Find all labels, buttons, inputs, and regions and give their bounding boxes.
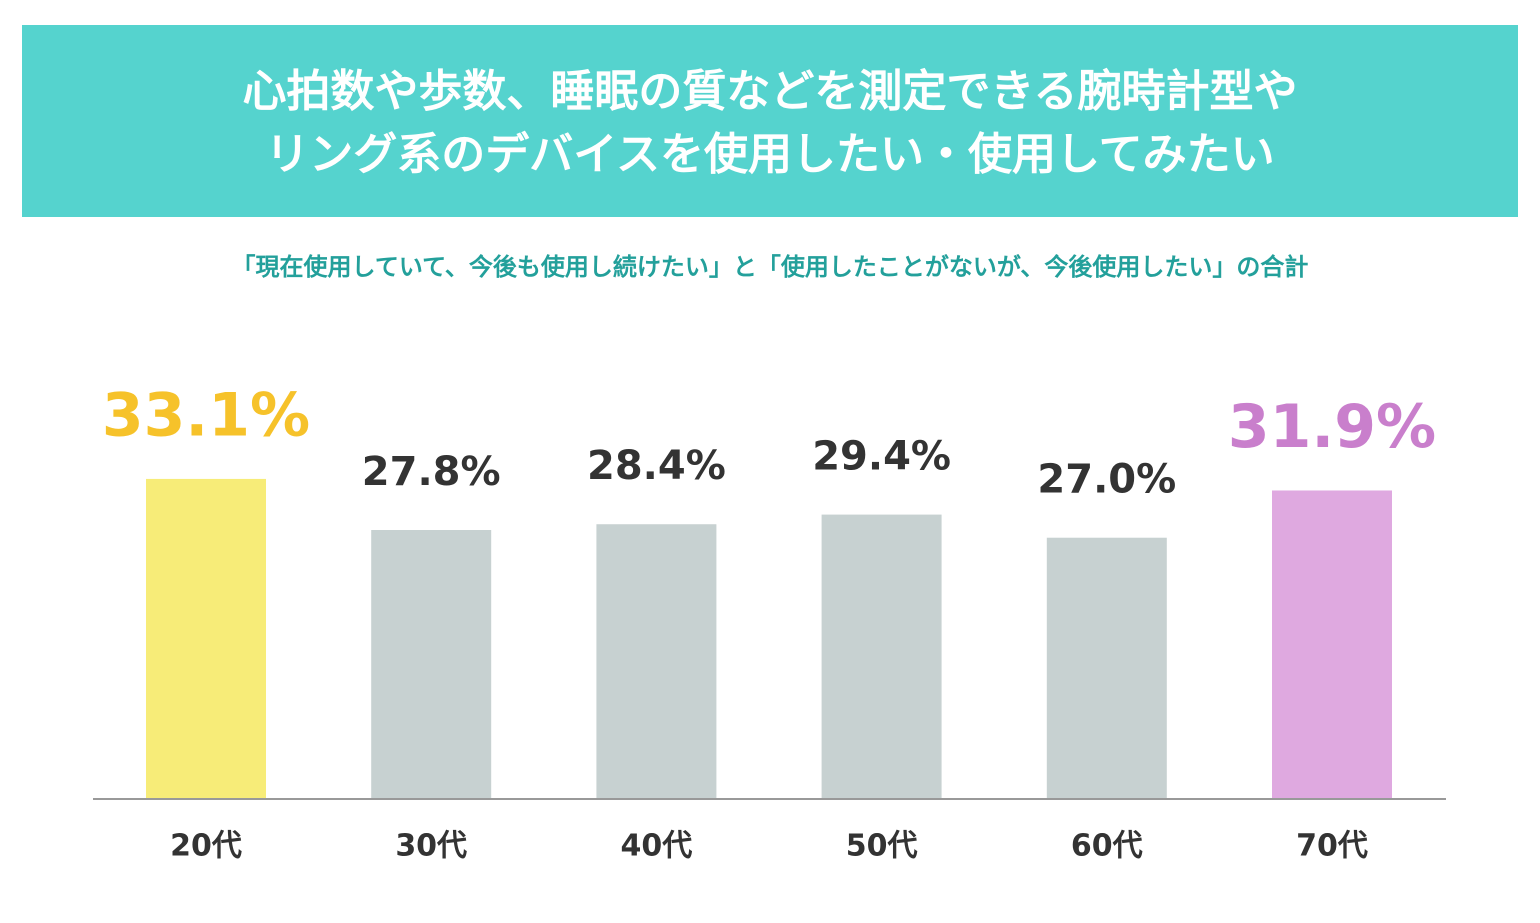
bar <box>146 478 266 798</box>
value-label: 28.4% <box>587 443 726 489</box>
value-label: 31.9% <box>1228 392 1436 462</box>
chart-subtitle: 「現在使用していて、今後も使用し続けたい」と「使用したことがないが、今後使用した… <box>232 253 1309 281</box>
x-tick-label: 20代 <box>170 829 242 864</box>
value-label: 27.0% <box>1037 457 1176 503</box>
bar <box>596 524 717 798</box>
x-tick-label: 70代 <box>1296 829 1368 864</box>
value-label: 29.4% <box>812 434 951 480</box>
chart-title: 心拍数や歩数、睡眠の質などを測定できる腕時計型や <box>242 66 1297 117</box>
value-label: 27.8% <box>362 449 501 495</box>
bar <box>371 530 492 798</box>
value-label: 33.1% <box>102 381 310 451</box>
bar <box>1272 490 1392 798</box>
x-tick-label: 30代 <box>395 829 467 864</box>
bar <box>1046 537 1167 798</box>
chart-title: リング系のデバイスを使用したい・使用してみたい <box>265 129 1274 180</box>
title-banner <box>22 25 1518 217</box>
x-tick-label: 40代 <box>621 829 693 864</box>
x-tick-label: 60代 <box>1071 829 1143 864</box>
x-tick-label: 50代 <box>846 829 918 864</box>
bar <box>821 514 942 798</box>
